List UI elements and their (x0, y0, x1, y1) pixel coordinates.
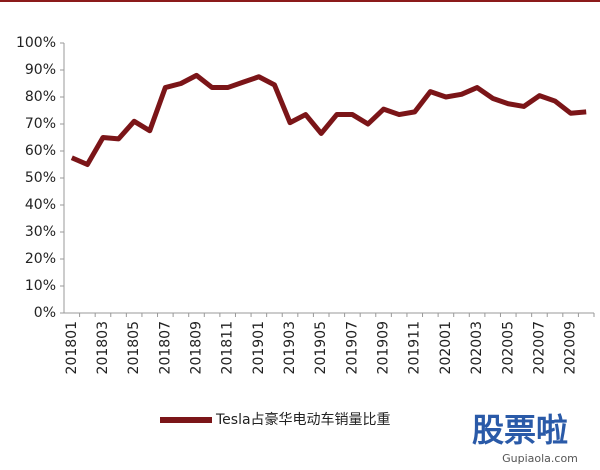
y-tick-label: 50% (25, 170, 56, 186)
x-tick-label: 201909 (376, 321, 392, 374)
x-tick-label: 201907 (344, 321, 360, 374)
y-tick-label: 90% (25, 62, 56, 78)
x-tick-label: 202005 (500, 321, 516, 374)
x-tick-label: 201901 (251, 321, 267, 374)
y-tick-label: 40% (25, 197, 56, 213)
x-tick-label: 201905 (313, 321, 329, 374)
watermark-url: Gupiaola.com (502, 452, 578, 465)
x-tick-label: 201903 (282, 321, 298, 374)
x-tick-label: 201809 (189, 321, 205, 374)
y-tick-label: 80% (25, 89, 56, 105)
y-tick-label: 100% (16, 35, 56, 51)
legend-label: Tesla占豪华电动车销量比重 (215, 411, 391, 428)
x-tick-label: 201911 (407, 321, 423, 374)
x-tick-label: 201805 (126, 321, 142, 374)
x-tick-label: 202001 (438, 321, 454, 374)
y-tick-label: 30% (25, 224, 56, 240)
y-tick-label: 10% (25, 278, 56, 294)
y-tick-label: 20% (25, 251, 56, 267)
y-tick-label: 70% (25, 116, 56, 132)
data-line (70, 72, 587, 167)
x-tick-label: 201807 (157, 321, 173, 374)
y-tick-label: 0% (34, 305, 56, 321)
x-tick-label: 201801 (64, 321, 80, 374)
y-tick-label: 60% (25, 143, 56, 159)
x-tick-label: 201811 (220, 321, 236, 374)
x-tick-label: 202009 (563, 321, 579, 374)
x-tick-label: 201803 (95, 321, 111, 374)
x-tick-label: 202007 (531, 321, 547, 374)
x-tick-label: 202003 (469, 321, 485, 374)
watermark: 股票啦 (472, 411, 568, 449)
